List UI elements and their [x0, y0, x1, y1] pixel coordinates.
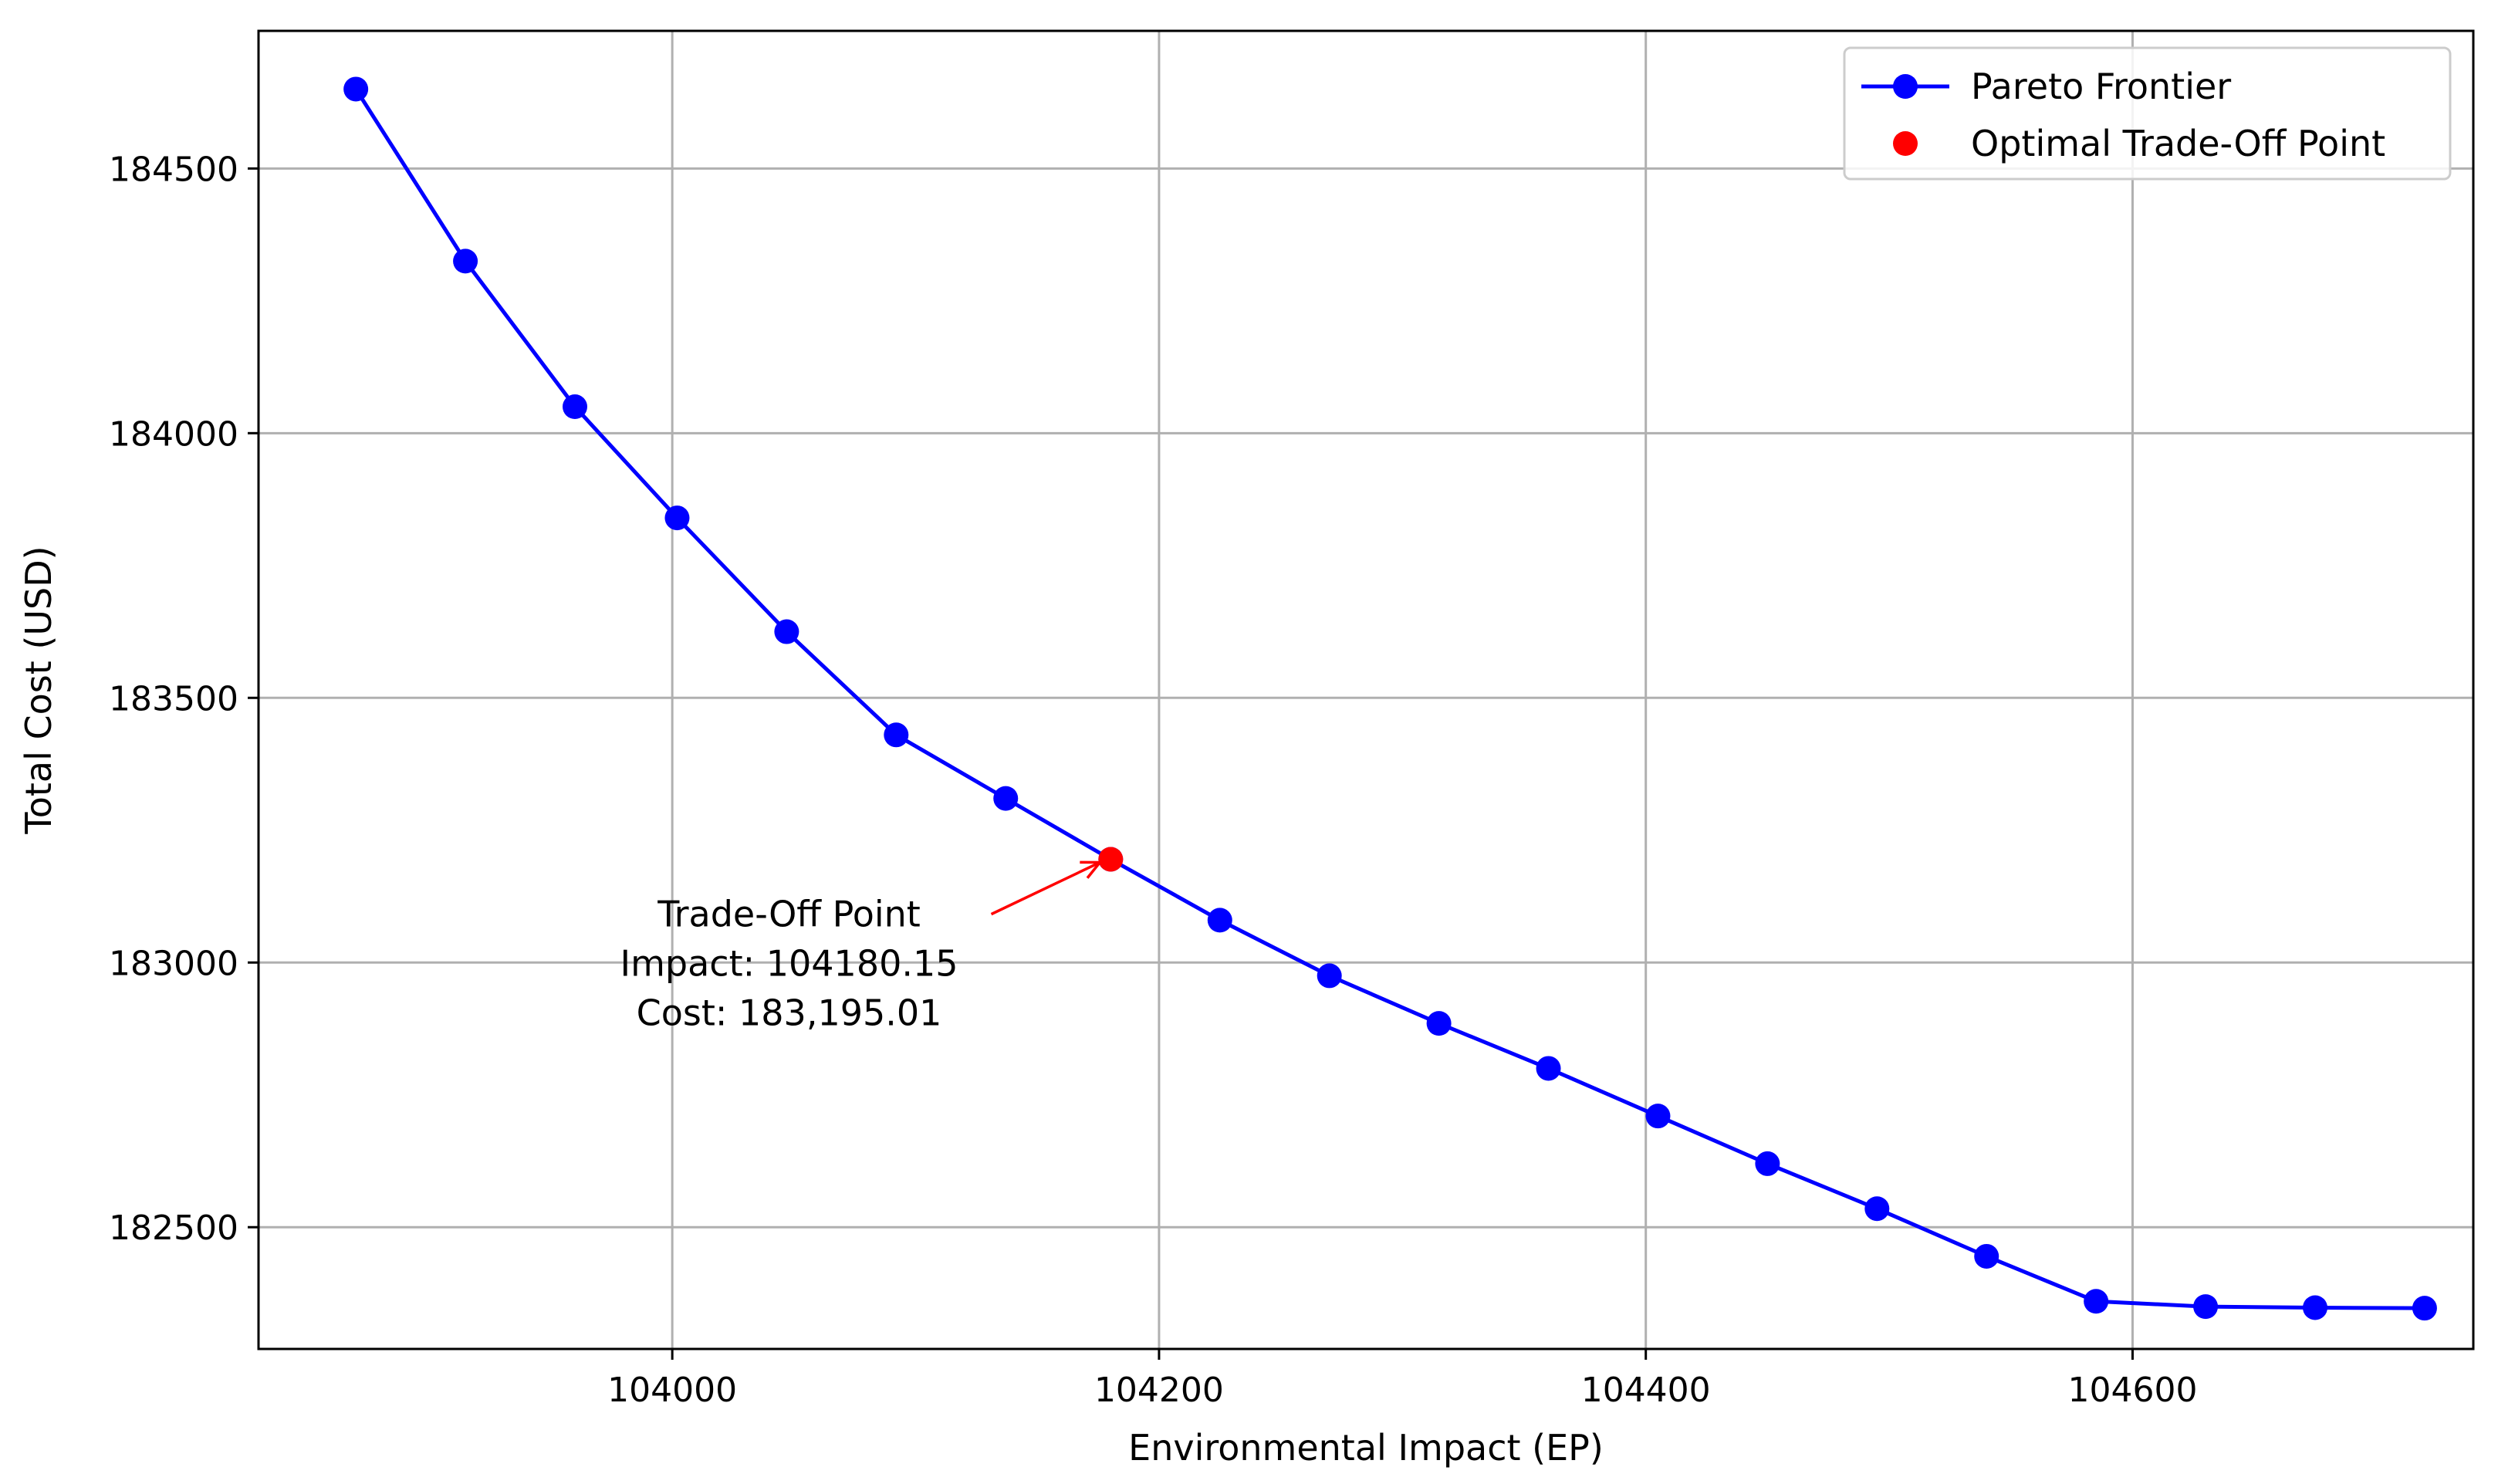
x-tick-label: 104600	[2067, 1371, 2197, 1410]
pareto-frontier-point	[343, 76, 369, 102]
axis-ticks: 104000 104200 104400 104600 182500 183000 1835…	[109, 150, 2197, 1410]
pareto-frontier-point	[1864, 1196, 1890, 1222]
y-tick-label: 183500	[109, 679, 238, 718]
legend-box	[1843, 46, 2452, 181]
pareto-frontier-point	[774, 619, 799, 644]
pareto-frontier-point	[2412, 1296, 2437, 1321]
optimal-trade-off-point	[1098, 847, 1124, 872]
legend-label-optimal: Optimal Trade-Off Point	[1971, 123, 2385, 164]
plot-frame	[257, 29, 2475, 1350]
x-tick-label: 104000	[607, 1371, 737, 1410]
pareto-frontier-point	[1645, 1104, 1671, 1129]
annotation-layer: Trade-Off Point Impact: 104180.15 Cost: 18…	[620, 860, 1103, 1034]
pareto-frontier-point	[2303, 1295, 2327, 1320]
legend-marker-swatch	[1893, 74, 1918, 99]
annotation-line: Cost: 183,195.01	[637, 992, 942, 1034]
legend-highlight-swatch	[1893, 131, 1918, 156]
pareto-frontier-point	[453, 248, 478, 274]
pareto-frontier-point	[563, 394, 587, 420]
annotation-line: Impact: 104180.15	[620, 943, 958, 985]
highlight-layer	[1098, 847, 1124, 872]
annotation-arrow-head	[1080, 860, 1103, 879]
x-axis-title: Environmental Impact (EP)	[1128, 1427, 1604, 1469]
y-axis-title: Total Cost (USD)	[18, 546, 59, 834]
annotation-arrow	[990, 860, 1101, 916]
pareto-frontier-point	[1426, 1011, 1452, 1036]
pareto-frontier-point	[1207, 908, 1232, 933]
annotation-line: Trade-Off Point	[657, 894, 921, 935]
pareto-frontier-point	[993, 786, 1019, 811]
legend: Pareto Frontier Optimal Trade-Off Point	[1843, 46, 2452, 181]
pareto-frontier-point	[2193, 1294, 2219, 1320]
pareto-frontier-line	[354, 88, 2425, 1310]
pareto-frontier-point	[884, 722, 909, 748]
legend-label-pareto: Pareto Frontier	[1971, 66, 2231, 107]
pareto-frontier-point	[2084, 1289, 2109, 1314]
x-tick-label: 104200	[1094, 1371, 1224, 1410]
y-tick-label: 182500	[109, 1208, 238, 1248]
pareto-frontier-point	[664, 505, 690, 531]
pareto-frontier-point	[1317, 963, 1342, 989]
pareto-frontier-point	[1536, 1056, 1561, 1081]
y-tick-label: 184000	[109, 414, 238, 454]
y-tick-label: 183000	[109, 944, 238, 983]
pareto-frontier-point	[1974, 1243, 1999, 1269]
x-tick-label: 104400	[1581, 1371, 1711, 1410]
y-tick-label: 184500	[109, 150, 238, 189]
pareto-frontier-point	[1755, 1151, 1780, 1176]
